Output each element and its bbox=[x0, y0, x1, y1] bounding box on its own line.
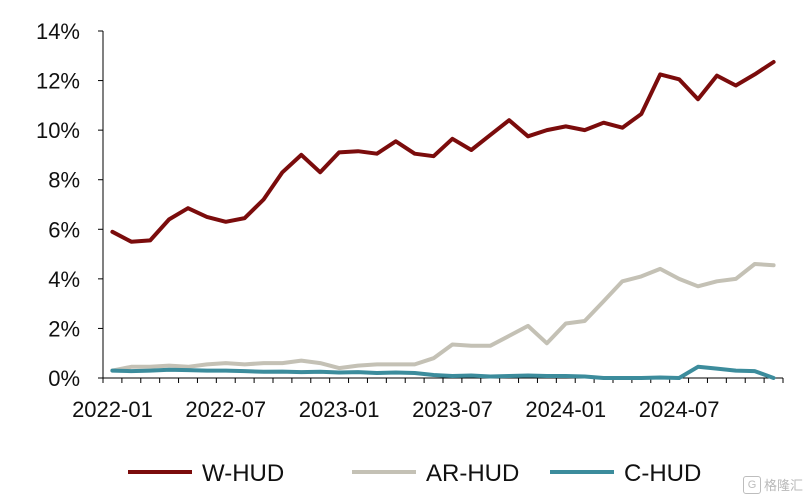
legend-label: C-HUD bbox=[624, 460, 701, 487]
x-tick-label: 2024-01 bbox=[525, 397, 606, 422]
y-tick-label: 0% bbox=[48, 366, 80, 391]
legend: W-HUD AR-HUD C-HUD bbox=[128, 460, 701, 487]
y-axis: 0% 2% 4% 6% 8% 10% 12% 14% bbox=[36, 19, 104, 391]
watermark: G 格隆汇 bbox=[742, 475, 803, 494]
legend-label: AR-HUD bbox=[426, 460, 519, 487]
series-line-ar-hud bbox=[110, 262, 776, 373]
series-line-w-hud bbox=[110, 60, 776, 244]
y-tick-label: 2% bbox=[48, 316, 80, 341]
x-axis: 2022-01 2022-07 2023-01 2023-07 2024-01 2024-… bbox=[72, 377, 784, 422]
legend-item-w-hud: W-HUD bbox=[128, 460, 284, 487]
x-tick-label: 2022-01 bbox=[72, 397, 153, 422]
series-line-c-hud bbox=[110, 364, 776, 380]
y-tick-label: 4% bbox=[48, 267, 80, 292]
x-tick-label: 2023-01 bbox=[299, 397, 380, 422]
legend-label: W-HUD bbox=[202, 460, 284, 487]
x-tick-label: 2022-07 bbox=[185, 397, 266, 422]
x-tick-label: 2024-07 bbox=[639, 397, 720, 422]
y-tick-label: 8% bbox=[48, 168, 80, 193]
y-tick-label: 10% bbox=[36, 118, 80, 143]
watermark-logo-icon: G bbox=[742, 475, 761, 494]
y-tick-label: 14% bbox=[36, 19, 80, 44]
x-tick-label: 2023-07 bbox=[412, 397, 493, 422]
legend-item-ar-hud: AR-HUD bbox=[352, 460, 519, 487]
y-tick-label: 12% bbox=[36, 69, 80, 94]
watermark-text: 格隆汇 bbox=[763, 478, 803, 493]
legend-item-c-hud: C-HUD bbox=[550, 460, 701, 487]
y-tick-label: 6% bbox=[48, 217, 80, 242]
series-layer bbox=[110, 60, 776, 380]
